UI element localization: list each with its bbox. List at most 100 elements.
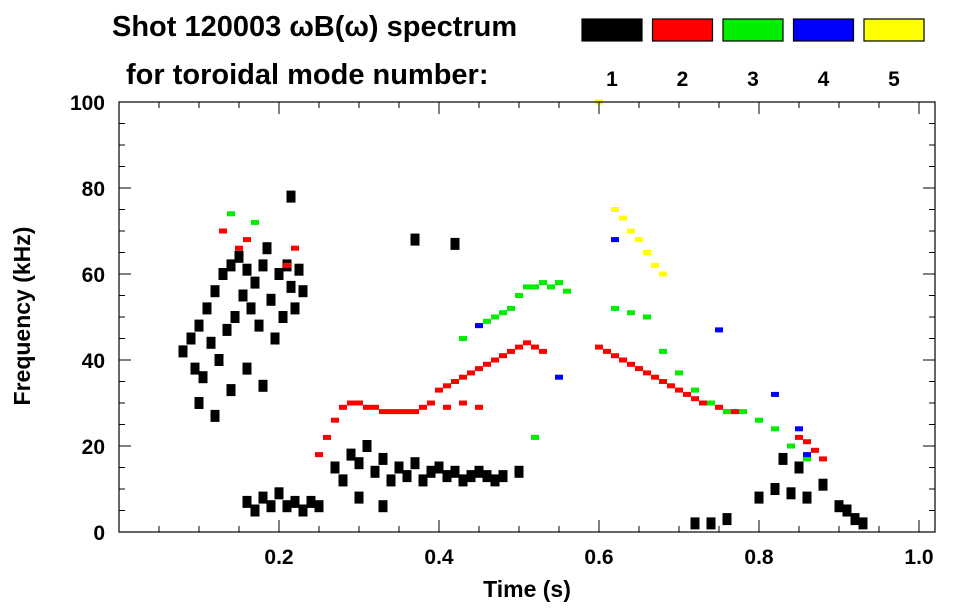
- data-point-n1: [482, 470, 492, 483]
- data-point-n1: [786, 487, 796, 500]
- data-point-n2: [675, 387, 683, 393]
- data-point-n5: [635, 237, 643, 243]
- data-point-n1: [410, 233, 420, 246]
- data-point-n1: [354, 491, 364, 504]
- data-point-n2: [731, 409, 739, 415]
- data-point-n2: [819, 456, 827, 462]
- data-point-n2: [643, 370, 651, 376]
- axes: 0.2 0.4 0.6 0.8 1.0 0 20 40 60 80 100: [70, 92, 936, 569]
- data-point-n1: [770, 483, 780, 495]
- data-point-n1: [858, 517, 868, 530]
- data-point-n1: [206, 336, 216, 349]
- data-point-n1: [298, 504, 308, 517]
- data-point-n1: [178, 345, 188, 358]
- data-point-n2: [595, 344, 603, 350]
- data-point-n3: [555, 280, 563, 286]
- data-point-n1: [450, 237, 460, 250]
- data-point-n5: [619, 215, 627, 221]
- data-point-n2: [531, 344, 539, 350]
- data-point-n2: [803, 439, 811, 445]
- data-point-n3: [523, 284, 531, 290]
- data-point-n2: [331, 417, 339, 423]
- data-point-n1: [262, 242, 272, 255]
- data-point-n1: [514, 465, 524, 478]
- data-point-n3: [755, 417, 763, 423]
- data-point-n2: [715, 404, 723, 410]
- data-point-n1: [418, 474, 428, 487]
- data-point-n2: [347, 400, 355, 406]
- data-point-n1: [194, 319, 204, 332]
- data-point-n2: [507, 348, 515, 354]
- data-point-n1: [286, 280, 296, 293]
- data-point-n1: [214, 354, 224, 366]
- data-point-n3: [491, 314, 499, 320]
- chart-title: Shot 120003 ωB(ω) spectrum: [112, 11, 517, 43]
- data-point-n1: [338, 474, 348, 487]
- data-point-n1: [246, 302, 256, 315]
- data-point-n2: [467, 370, 475, 376]
- data-point-n1: [242, 362, 252, 375]
- data-point-n2: [515, 344, 523, 350]
- data-point-n2: [451, 379, 459, 384]
- data-point-n1: [290, 495, 300, 508]
- data-point-n3: [707, 400, 715, 406]
- data-point-n2: [371, 404, 379, 410]
- data-point-n1: [818, 478, 828, 491]
- data-point-n1: [250, 504, 260, 517]
- data-point-n3: [627, 310, 635, 316]
- data-point-n1: [286, 190, 296, 203]
- data-point-n1: [234, 250, 244, 263]
- data-point-n3: [739, 409, 747, 415]
- data-point-n3: [515, 293, 523, 298]
- data-point-n1: [490, 474, 500, 487]
- data-point-n3: [251, 219, 259, 225]
- data-point-n2: [811, 447, 819, 453]
- data-point-n1: [690, 517, 700, 530]
- legend-swatch-2: [651, 18, 714, 42]
- data-point-n1: [210, 285, 220, 298]
- data-point-n2: [443, 383, 451, 389]
- data-point-n2: [459, 374, 467, 380]
- data-point-n1: [194, 397, 204, 409]
- data-point-n4: [555, 374, 563, 380]
- data-point-n3: [531, 284, 539, 290]
- y-tick-label: 20: [82, 436, 105, 459]
- data-point-n1: [362, 440, 372, 452]
- data-point-n2: [603, 348, 611, 354]
- data-point-n2: [283, 262, 291, 268]
- y-tick-label: 40: [82, 350, 105, 373]
- y-tick-label: 80: [82, 178, 105, 201]
- data-point-n3: [499, 310, 507, 316]
- data-point-n2: [339, 404, 347, 410]
- legend-label-3: 3: [747, 68, 759, 91]
- data-point-n1: [370, 465, 380, 478]
- data-point-n2: [403, 409, 411, 415]
- data-point-n1: [778, 452, 788, 465]
- data-point-n1: [498, 470, 508, 483]
- data-point-n2: [683, 391, 691, 397]
- data-point-n1: [190, 362, 200, 375]
- data-point-n3: [787, 443, 795, 449]
- data-point-n2: [659, 379, 667, 384]
- x-tick-label: 0.4: [424, 546, 454, 569]
- y-tick-label: 60: [82, 264, 105, 287]
- data-marks: [178, 99, 868, 530]
- data-point-n1: [354, 457, 364, 470]
- data-point-n3: [531, 434, 539, 440]
- data-point-n1: [306, 495, 316, 508]
- data-point-n1: [850, 513, 860, 526]
- data-point-n3: [723, 409, 731, 415]
- data-point-n5: [611, 207, 619, 212]
- data-point-n1: [434, 461, 444, 474]
- data-point-n1: [202, 302, 212, 315]
- plot-frame: [118, 101, 936, 533]
- data-point-n1: [218, 268, 228, 280]
- data-point-n1: [210, 409, 220, 422]
- data-point-n1: [450, 465, 460, 478]
- data-point-n3: [611, 305, 619, 311]
- y-axis-label: Frequency (kHz): [9, 227, 35, 406]
- data-point-n5: [659, 271, 667, 277]
- legend-swatch-3: [722, 18, 784, 42]
- data-point-n2: [499, 353, 507, 359]
